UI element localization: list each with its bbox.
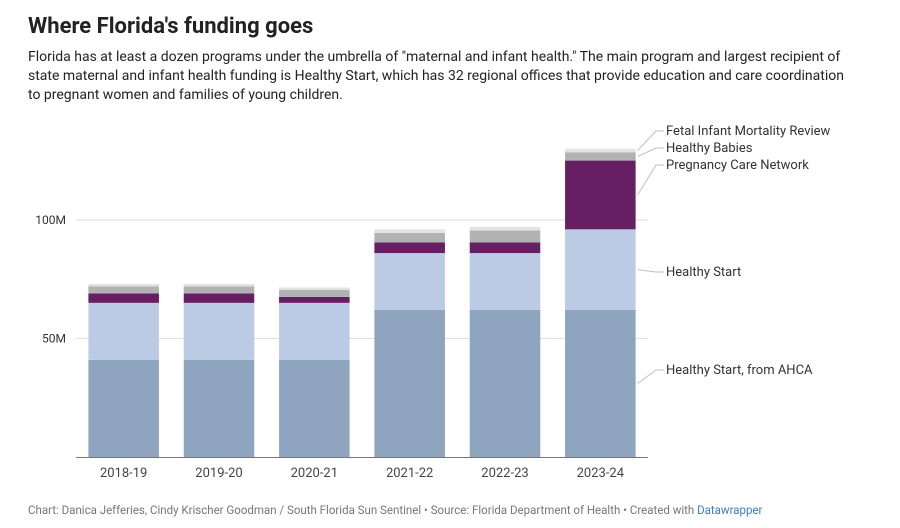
bar-segment	[279, 303, 350, 360]
bar-segment	[88, 303, 159, 360]
chart-svg: 50M 100M 2018-19 2019-20 2020-21 2021-22 2022-…	[28, 117, 872, 497]
bar-segment	[374, 242, 445, 253]
leader-line	[638, 165, 664, 195]
bar-segment	[279, 290, 350, 297]
chart-description: Florida has at least a dozen programs un…	[28, 48, 858, 105]
bar-segment	[88, 286, 159, 293]
series-label: Healthy Start, from AHCA	[666, 363, 813, 378]
x-axis-label: 2023-24	[577, 466, 625, 481]
credit-link[interactable]: Datawrapper	[697, 503, 762, 517]
bar-segment	[374, 233, 445, 242]
bar-segment	[279, 288, 350, 290]
series-label: Fetal Infant Mortality Review	[666, 124, 831, 139]
bar-segment	[565, 310, 636, 457]
bar-segment	[184, 293, 255, 302]
x-axis-label: 2020-21	[291, 466, 338, 481]
bar-segment	[88, 360, 159, 457]
bar-segment	[184, 284, 255, 286]
chart-container: Where Florida's funding goes Florida has…	[0, 0, 900, 528]
bar-segment	[184, 360, 255, 457]
series-label: Pregnancy Care Network	[666, 158, 809, 173]
y-axis-label: 50M	[42, 331, 66, 345]
leader-line	[638, 370, 664, 383]
chart-credit: Chart: Danica Jefferies, Cindy Krischer …	[28, 503, 872, 517]
bar-segment	[374, 310, 445, 457]
credit-text: Chart: Danica Jefferies, Cindy Krischer …	[28, 503, 697, 517]
bar-segment	[279, 360, 350, 457]
bar-segment	[88, 284, 159, 286]
x-axis-label: 2019-20	[195, 466, 242, 481]
y-axis-label: 100M	[35, 213, 66, 227]
leader-line	[638, 270, 664, 272]
stacked-bar-chart: 50M 100M 2018-19 2019-20 2020-21 2021-22 2022-…	[28, 117, 872, 497]
bar-segment	[565, 229, 636, 310]
bar-segment	[470, 231, 541, 243]
bar-segment	[88, 293, 159, 302]
bar-segment	[565, 152, 636, 160]
x-axis-label: 2021-22	[386, 466, 433, 481]
bar-segment	[184, 303, 255, 360]
bar-segment	[565, 161, 636, 230]
series-label: Healthy Babies	[666, 141, 753, 156]
series-label: Healthy Start	[666, 265, 741, 280]
x-axis-label: 2022-23	[481, 466, 528, 481]
bar-segment	[470, 310, 541, 457]
chart-title: Where Florida's funding goes	[28, 14, 872, 40]
bar-segment	[374, 229, 445, 233]
bar-segment	[470, 227, 541, 231]
bar-segment	[470, 242, 541, 253]
bar-segment	[279, 297, 350, 303]
bar-segment	[470, 253, 541, 310]
bar-segment	[374, 253, 445, 310]
bar-segment	[184, 286, 255, 293]
x-axis-label: 2018-19	[100, 466, 147, 481]
leader-line	[638, 148, 664, 156]
bar-segment	[565, 149, 636, 153]
